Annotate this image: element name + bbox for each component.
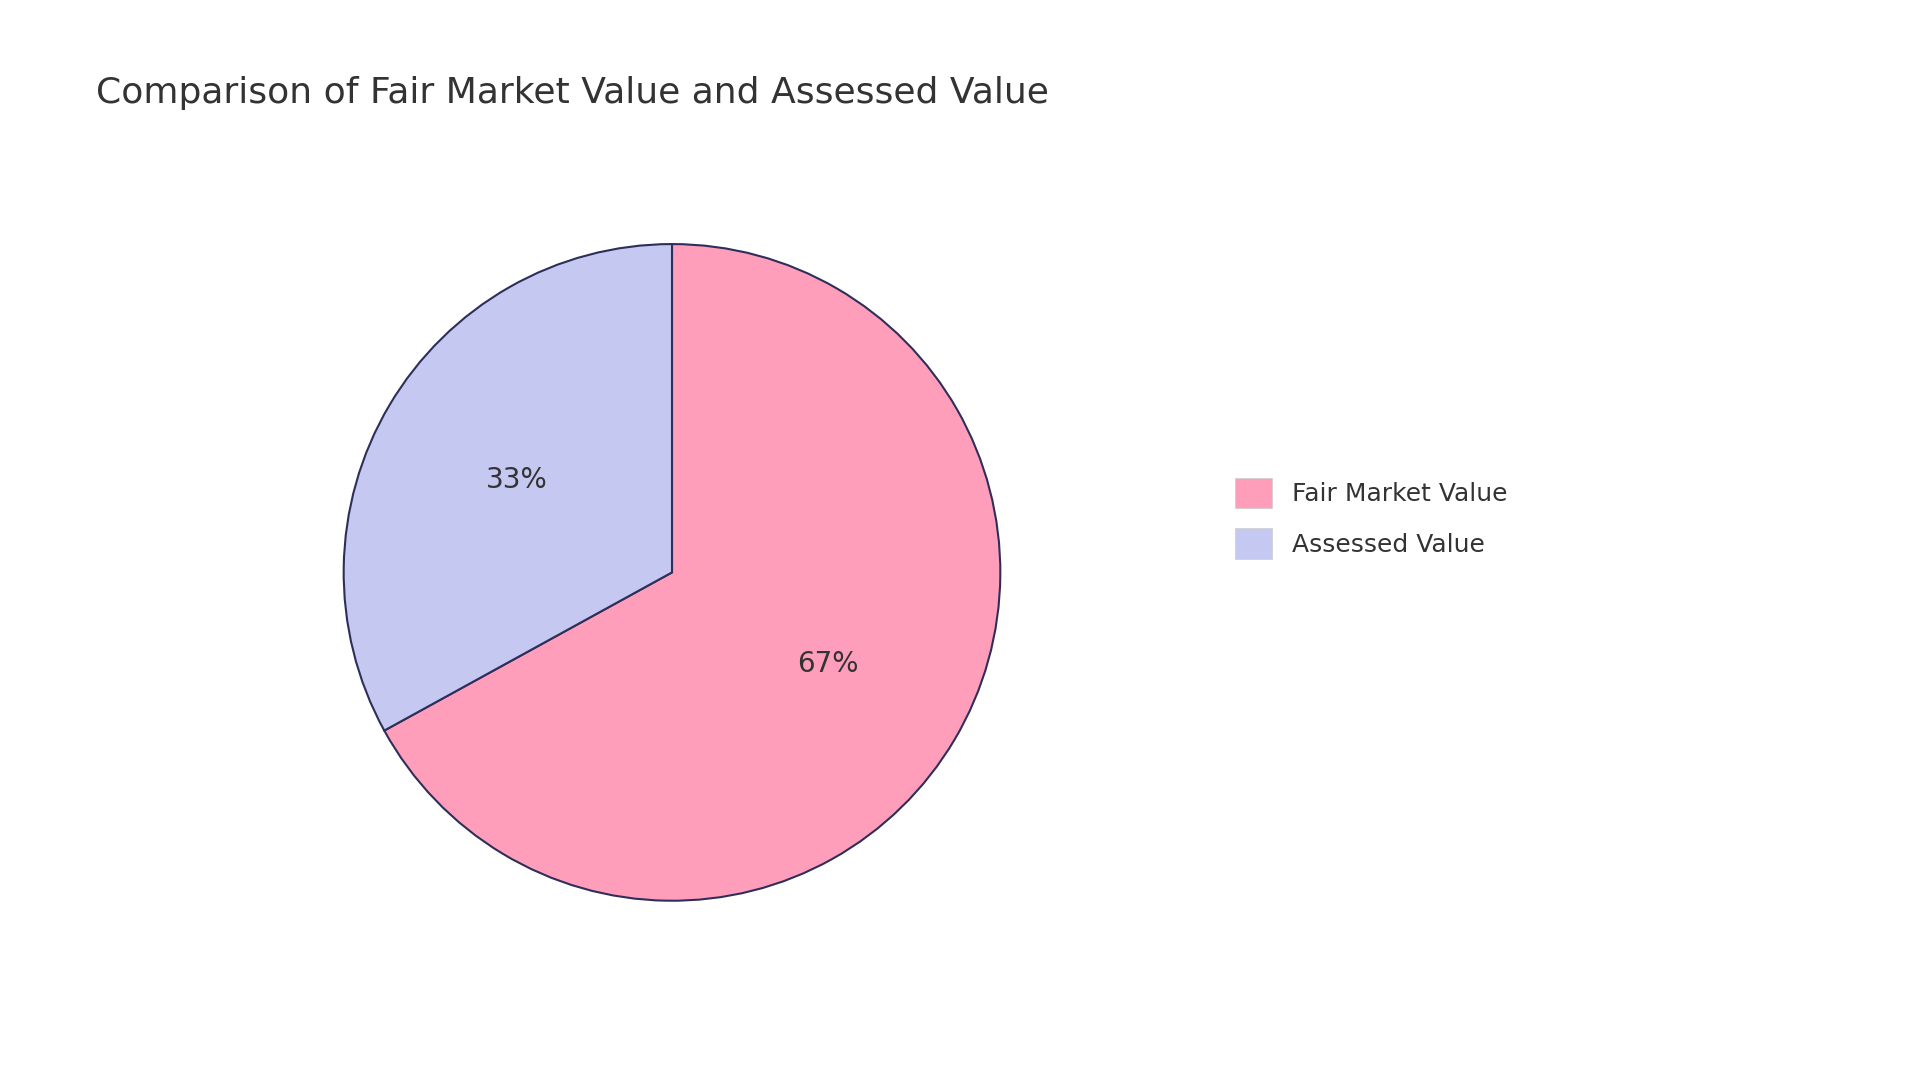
Wedge shape	[384, 244, 1000, 901]
Wedge shape	[344, 244, 672, 730]
Legend: Fair Market Value, Assessed Value: Fair Market Value, Assessed Value	[1223, 465, 1521, 571]
Text: 67%: 67%	[797, 650, 858, 678]
Text: 33%: 33%	[486, 467, 547, 495]
Text: Comparison of Fair Market Value and Assessed Value: Comparison of Fair Market Value and Asse…	[96, 76, 1048, 109]
